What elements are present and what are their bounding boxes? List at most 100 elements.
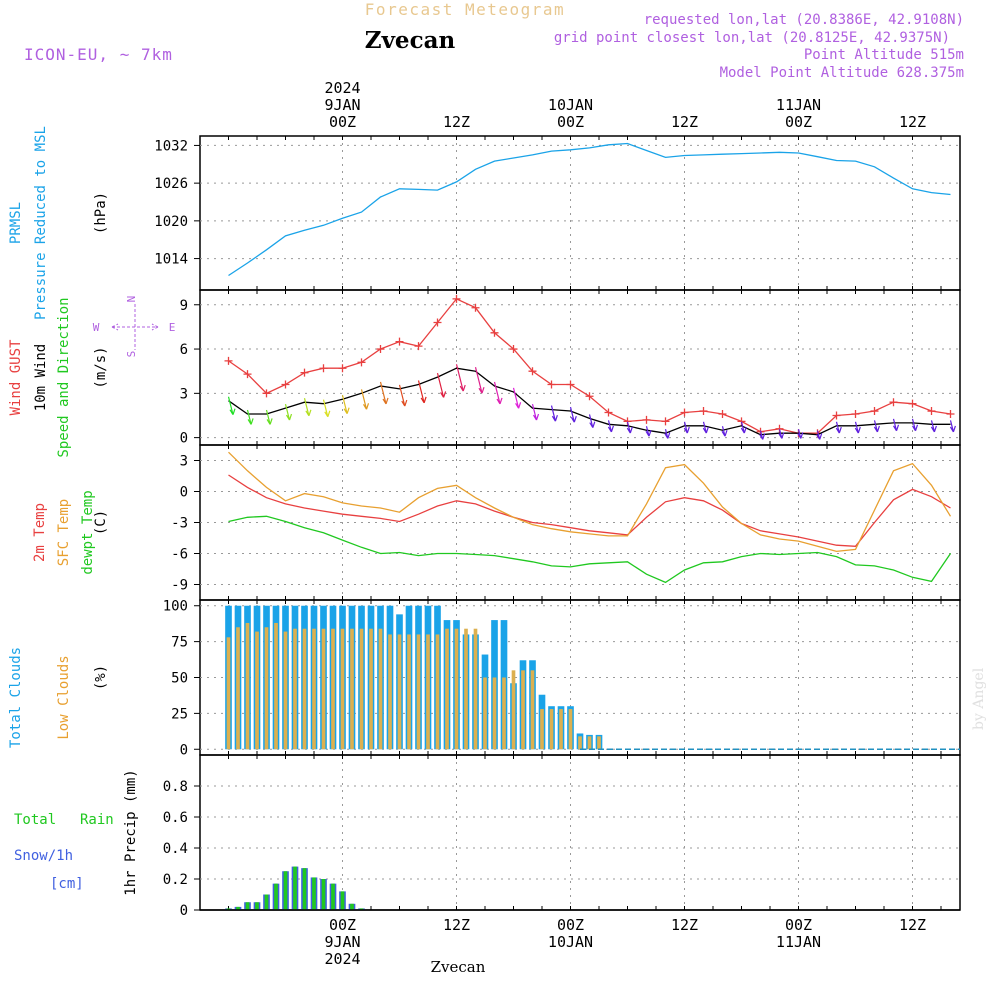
y-tick-label: 0: [180, 742, 188, 758]
wind-arrow-icon: [379, 381, 389, 405]
wind-arrow-icon: [740, 421, 747, 434]
top-time-label: 11JAN: [776, 96, 821, 114]
gust-marker: [471, 303, 480, 312]
bar-low: [473, 628, 478, 750]
y-tick-label: 9: [180, 298, 188, 314]
bar-low: [483, 677, 487, 750]
bar-low: [492, 677, 497, 750]
bottom-time-label: 12Z: [671, 916, 698, 934]
series-label: Total: [14, 812, 56, 828]
panel-pressure: 1014 1020 1026 1032 (hPa) PRMSL Pressure Reduc…: [8, 126, 961, 320]
bottom-time-label: 00Z: [329, 916, 356, 934]
wind-arrow-icon: [360, 389, 370, 410]
bar-low: [530, 670, 535, 750]
gust-marker: [376, 345, 385, 354]
gust-marker: [585, 392, 594, 401]
y-tick-label: 1020: [154, 214, 188, 230]
y-tick-label: 0: [180, 485, 188, 501]
y-axis-label: 1hr Precip (mm): [123, 769, 139, 895]
gust-marker: [395, 337, 404, 346]
y-tick-label: 1026: [154, 176, 188, 192]
bar-low: [568, 709, 573, 750]
wind-arrow-icon: [759, 430, 766, 440]
series-label: 2m Temp: [32, 503, 48, 562]
bar-low: [350, 903, 354, 910]
wind-arrow-icon: [911, 418, 919, 432]
wind-arrow-icon: [455, 364, 466, 392]
wind-arrow-icon: [303, 398, 312, 417]
bar-low: [388, 634, 392, 750]
gust-marker: [566, 380, 575, 389]
bar-low: [236, 906, 240, 910]
gust-marker: [718, 410, 727, 418]
top-time-label: 2024: [324, 79, 360, 97]
y-tick-label: 0.4: [163, 841, 188, 857]
wind-arrow-icon: [322, 399, 331, 418]
y-tick-label: 1032: [154, 138, 188, 154]
series-label: PRMSL: [8, 202, 24, 244]
wind-arrow-icon: [436, 372, 447, 398]
panel-wind: 0 3 6 9 (m/s) Wind GUST 10m Wind Speed and Dire…: [8, 289, 961, 458]
bar-low: [236, 627, 240, 750]
wind-arrow-icon: [626, 421, 633, 434]
gust-marker: [908, 399, 917, 408]
gust-marker: [604, 408, 613, 417]
top-time-label: 12Z: [443, 113, 470, 131]
y-tick-label: 50: [171, 671, 188, 687]
wind-arrow-icon: [778, 429, 785, 439]
compass-e: E: [169, 321, 176, 334]
bar-low: [397, 634, 402, 750]
bar-low: [264, 627, 269, 750]
bar-low: [321, 628, 326, 750]
bar-low: [312, 628, 316, 750]
wind-arrow-icon: [892, 418, 900, 432]
wind-arrow-icon: [797, 429, 804, 439]
gust-marker: [927, 407, 936, 416]
gust-marker: [699, 407, 708, 416]
top-time-label: 00Z: [557, 113, 584, 131]
series-label: Pressure Reduced to MSL: [33, 126, 49, 320]
wind-arrow-icon: [873, 420, 880, 433]
series-line: [228, 515, 952, 584]
gust-marker: [414, 342, 423, 351]
series-label: dewpt Temp: [80, 490, 96, 574]
gust-marker: [547, 380, 556, 389]
compass-w: W: [93, 321, 100, 334]
bar-low: [283, 631, 288, 750]
bottom-time-label: 9JAN: [324, 933, 360, 951]
bar-low: [255, 631, 259, 750]
gust-marker: [509, 345, 518, 354]
bottom-time-label: 12Z: [443, 916, 470, 934]
bar-low: [255, 902, 259, 910]
bar-low: [331, 628, 335, 750]
bar-low: [274, 622, 278, 750]
y-tick-label: 1014: [154, 252, 188, 268]
bar-low: [302, 868, 307, 910]
y-tick-label: 75: [171, 635, 188, 651]
compass-s: S: [125, 351, 138, 358]
bar-low: [578, 736, 582, 750]
bar-low: [559, 709, 563, 750]
wind-arrow-icon: [835, 421, 842, 434]
compass-n: N: [125, 296, 138, 303]
gust-marker: [338, 364, 347, 373]
wind-arrow-icon: [664, 429, 671, 439]
bottom-time-label: 00Z: [557, 916, 584, 934]
wind-arrow-icon: [341, 395, 350, 414]
panel-precip: 0 0.2 0.4 0.6 0.8 1hr Precip (mm): [123, 754, 961, 919]
y-tick-label: 0: [180, 903, 188, 919]
y-tick-label: 3: [180, 454, 188, 470]
wind-arrow-icon: [474, 367, 485, 394]
station-title: Zvecan: [365, 27, 456, 54]
wind-arrow-icon: [854, 421, 861, 434]
top-time-label: 00Z: [329, 113, 356, 131]
gust-marker: [851, 410, 860, 418]
gust-marker: [243, 370, 252, 379]
panel-temperature: 3 0 -3 -6 -9 (C) 2m Temp SFC Temp dewpt Temp: [32, 444, 961, 601]
series-line: [228, 451, 952, 553]
wind-arrow-icon: [569, 406, 577, 423]
bar-low: [549, 709, 554, 750]
bar-low: [312, 877, 316, 910]
wind-arrow-icon: [607, 420, 614, 433]
bar-low: [464, 628, 468, 750]
